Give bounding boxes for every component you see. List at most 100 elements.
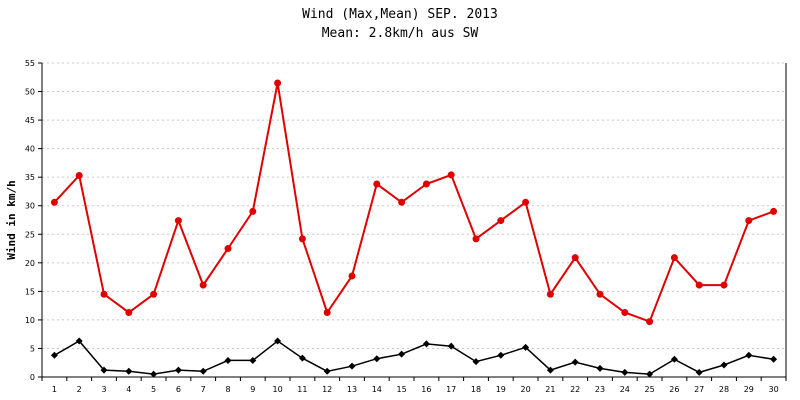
x-tick-label: 9: [250, 385, 255, 394]
data-point-mean: [398, 350, 406, 358]
data-point-max: [373, 180, 381, 188]
x-tick-label: 16: [421, 385, 431, 394]
data-point-max: [472, 235, 480, 243]
y-tick-label: 10: [25, 316, 35, 325]
x-tick-label: 8: [225, 385, 230, 394]
y-tick-label: 35: [25, 173, 35, 182]
data-point-mean: [695, 368, 703, 376]
data-point-mean: [75, 337, 83, 345]
x-tick-label: 25: [645, 385, 655, 394]
data-point-mean: [274, 337, 282, 345]
y-tick-label: 30: [25, 202, 35, 211]
data-point-mean: [298, 354, 306, 362]
y-tick-label: 5: [30, 344, 35, 353]
data-point-max: [348, 272, 356, 280]
x-tick-label: 26: [669, 385, 679, 394]
data-point-mean: [348, 362, 356, 370]
x-tick-label: 19: [496, 385, 506, 394]
data-point-mean: [199, 367, 207, 375]
data-point-max: [770, 207, 778, 215]
x-tick-label: 1: [52, 385, 57, 394]
x-tick-label: 20: [521, 385, 531, 394]
data-point-max: [546, 290, 554, 298]
y-axis-label: Wind in km/h: [5, 180, 18, 259]
x-tick-label: 12: [322, 385, 332, 394]
data-point-max: [150, 290, 158, 298]
data-point-mean: [571, 358, 579, 366]
data-point-max: [274, 79, 282, 87]
data-point-max: [621, 308, 629, 316]
x-tick-label: 18: [471, 385, 481, 394]
data-point-mean: [497, 351, 505, 359]
data-point-mean: [174, 366, 182, 374]
data-point-max: [100, 290, 108, 298]
data-point-max: [497, 217, 505, 225]
y-tick-label: 55: [25, 59, 35, 68]
data-point-max: [596, 290, 604, 298]
x-tick-label: 17: [446, 385, 456, 394]
x-tick-label: 22: [570, 385, 580, 394]
data-point-mean: [323, 367, 331, 375]
data-point-max: [571, 254, 579, 262]
data-point-mean: [422, 340, 430, 348]
data-point-max: [249, 207, 257, 215]
data-point-mean: [125, 367, 133, 375]
series-line-1: [54, 340, 774, 375]
y-tick-label: 40: [25, 145, 35, 154]
data-point-max: [398, 198, 406, 206]
y-tick-label: 20: [25, 259, 35, 268]
x-tick-label: 6: [176, 385, 181, 394]
y-tick-label: 50: [25, 88, 35, 97]
x-tick-label: 21: [545, 385, 555, 394]
x-tick-label: 28: [719, 385, 729, 394]
data-point-max: [323, 308, 331, 316]
data-point-mean: [596, 364, 604, 372]
series-layer: [50, 79, 778, 378]
data-point-mean: [522, 343, 530, 351]
data-point-max: [174, 217, 182, 225]
x-tick-label: 3: [101, 385, 106, 394]
data-point-max: [298, 235, 306, 243]
data-point-max: [224, 245, 232, 253]
y-tick-label: 0: [30, 373, 35, 382]
data-point-max: [422, 180, 430, 188]
x-tick-label: 2: [77, 385, 82, 394]
data-point-max: [75, 171, 83, 179]
data-point-max: [447, 171, 455, 179]
x-tick-label: 4: [126, 385, 131, 394]
grid-lines: [42, 62, 786, 349]
data-point-mean: [621, 368, 629, 376]
data-point-mean: [224, 356, 232, 364]
x-tick-label: 30: [769, 385, 779, 394]
data-point-mean: [670, 355, 678, 363]
data-point-mean: [100, 366, 108, 374]
data-point-mean: [646, 370, 654, 378]
x-tick-label: 13: [347, 385, 357, 394]
data-point-mean: [50, 351, 58, 359]
series-line-0: [53, 82, 774, 323]
data-point-mean: [150, 370, 158, 378]
x-tick-label: 29: [744, 385, 754, 394]
data-point-max: [695, 281, 703, 289]
data-point-max: [50, 198, 58, 206]
data-point-max: [745, 217, 753, 225]
x-tick-label: 23: [595, 385, 605, 394]
data-point-max: [522, 198, 530, 206]
x-tick-label: 7: [201, 385, 206, 394]
data-point-max: [199, 281, 207, 289]
y-tick-label: 45: [25, 116, 35, 125]
x-tick-label: 14: [372, 385, 382, 394]
data-point-mean: [472, 358, 480, 366]
x-tick-label: 10: [273, 385, 283, 394]
chart-title: Wind (Max,Mean) SEP. 2013: [302, 7, 498, 22]
data-point-max: [720, 281, 728, 289]
data-point-mean: [720, 361, 728, 369]
data-point-max: [125, 308, 133, 316]
data-point-mean: [373, 355, 381, 363]
y-tick-label: 25: [25, 230, 35, 239]
x-tick-label: 5: [151, 385, 156, 394]
x-tick-label: 27: [694, 385, 704, 394]
chart-subtitle: Mean: 2.8km/h aus SW: [322, 26, 479, 41]
